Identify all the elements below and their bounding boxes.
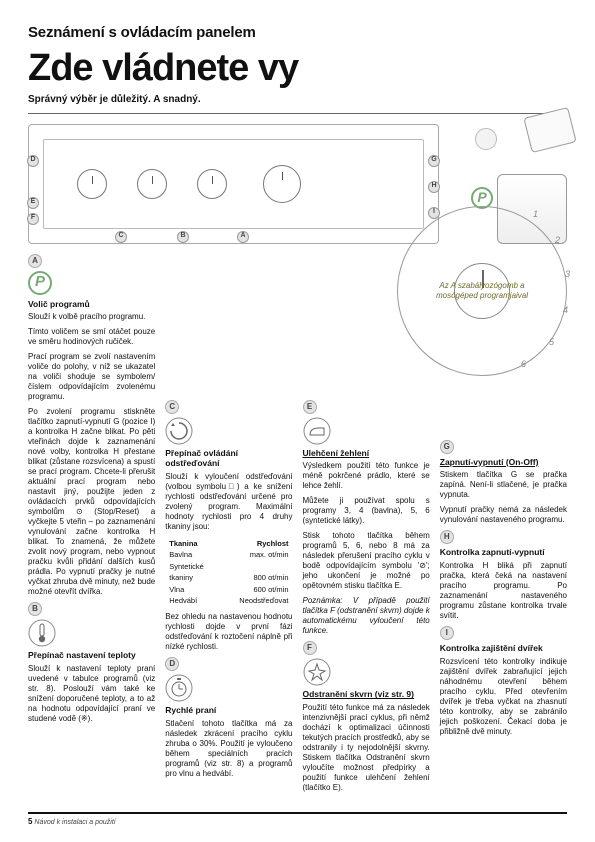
col-2: C Přepínač ovládání odstřeďování Slouží … xyxy=(165,254,292,798)
section-A-title: Volič programů xyxy=(28,299,155,310)
iron-icon xyxy=(303,417,331,445)
para: Použití této funkce má za následek inten… xyxy=(303,703,430,793)
thermometer-icon xyxy=(28,619,56,647)
section-H-badge: H xyxy=(440,530,454,544)
page-number: 5 xyxy=(28,817,32,826)
section-G-badge: G xyxy=(440,440,454,454)
p-badge-icon: P xyxy=(28,271,52,295)
page-title: Zde vládnete vy xyxy=(28,45,567,93)
big-dial-illustration: P Az A szabályozógomb a mosógéped progra… xyxy=(397,206,567,376)
pretitle: Seznámení s ovládacím panelem xyxy=(28,24,567,43)
section-E-title: Ulehčení žehlení xyxy=(303,448,430,459)
stain-icon xyxy=(303,658,331,686)
section-B-badge: B xyxy=(28,602,42,616)
footer-text: Návod k instalaci a použití xyxy=(34,819,115,826)
section-F-badge: F xyxy=(303,641,317,655)
subtitle: Správný výběr je důležitý. A snadný. xyxy=(28,94,567,107)
speed-table: TkaninaRychlost Bavlnamax. ot/min Syntet… xyxy=(165,537,292,607)
section-D-badge: D xyxy=(165,657,179,671)
para: Výsledkem použití této funkce je méně po… xyxy=(303,461,430,491)
section-I-title: Kontrolka zajištění dvířek xyxy=(440,643,567,654)
spin-icon xyxy=(165,417,193,445)
para: Bez ohledu na nastavenou hodnotu rychlos… xyxy=(165,612,292,652)
col-1: A P Volič programů Slouží k volbě pracíh… xyxy=(28,254,155,798)
section-I-badge: I xyxy=(440,626,454,640)
control-panel-illustration: D E F C B A G H I xyxy=(28,124,439,244)
para: Slouží k volbě pracího programu. xyxy=(28,312,155,322)
para: Tímto voličem se smí otáčet pouze ve smě… xyxy=(28,327,155,347)
divider xyxy=(28,113,567,114)
section-C-badge: C xyxy=(165,400,179,414)
section-D-title: Rychlé praní xyxy=(165,705,292,716)
note: Poznámka: V případě použití tlačítka F (… xyxy=(303,596,430,636)
para: Slouží k vyloučení odstřeďování (volbou … xyxy=(165,472,292,532)
section-F-title: Odstranění skvrn (viz str. 9) xyxy=(303,689,430,700)
section-C-title: Přepínač ovládání odstřeďování xyxy=(165,448,292,469)
para: Můžete ji používat spolu s programy 3, 4… xyxy=(303,496,430,526)
p-icon: P xyxy=(471,187,493,209)
para: Po zvolení programu stiskněte tlačítko z… xyxy=(28,407,155,597)
para: Kontrolka H bliká při zapnutí pračka, kt… xyxy=(440,561,567,621)
para: Slouží k nastavení teploty praní uvedené… xyxy=(28,664,155,724)
section-H-title: Kontrolka zapnutí-vypnutí xyxy=(440,547,567,558)
para: Stlačení tohoto tlačítka má za následek … xyxy=(165,719,292,779)
para: Vypnutí pračky nemá za následek vynulová… xyxy=(440,505,567,525)
para: Prací program se zvolí nastavením voliče… xyxy=(28,352,155,402)
clock-icon xyxy=(165,674,193,702)
para: Rozsvícení této kontrolky indikuje zajiš… xyxy=(440,657,567,737)
para: Stiskem tlačítka G se pračka zapíná. Nen… xyxy=(440,470,567,500)
section-G-title: Zapnutí-vypnutí (On-Off) xyxy=(440,457,567,468)
footer: 5 Návod k instalaci a použití xyxy=(28,812,567,828)
section-E-badge: E xyxy=(303,400,317,414)
section-B-title: Přepínač nastavení teploty xyxy=(28,650,155,661)
section-A-badge: A xyxy=(28,254,42,268)
para: Stisk tohoto tlačítka během programů 5, … xyxy=(303,531,430,591)
